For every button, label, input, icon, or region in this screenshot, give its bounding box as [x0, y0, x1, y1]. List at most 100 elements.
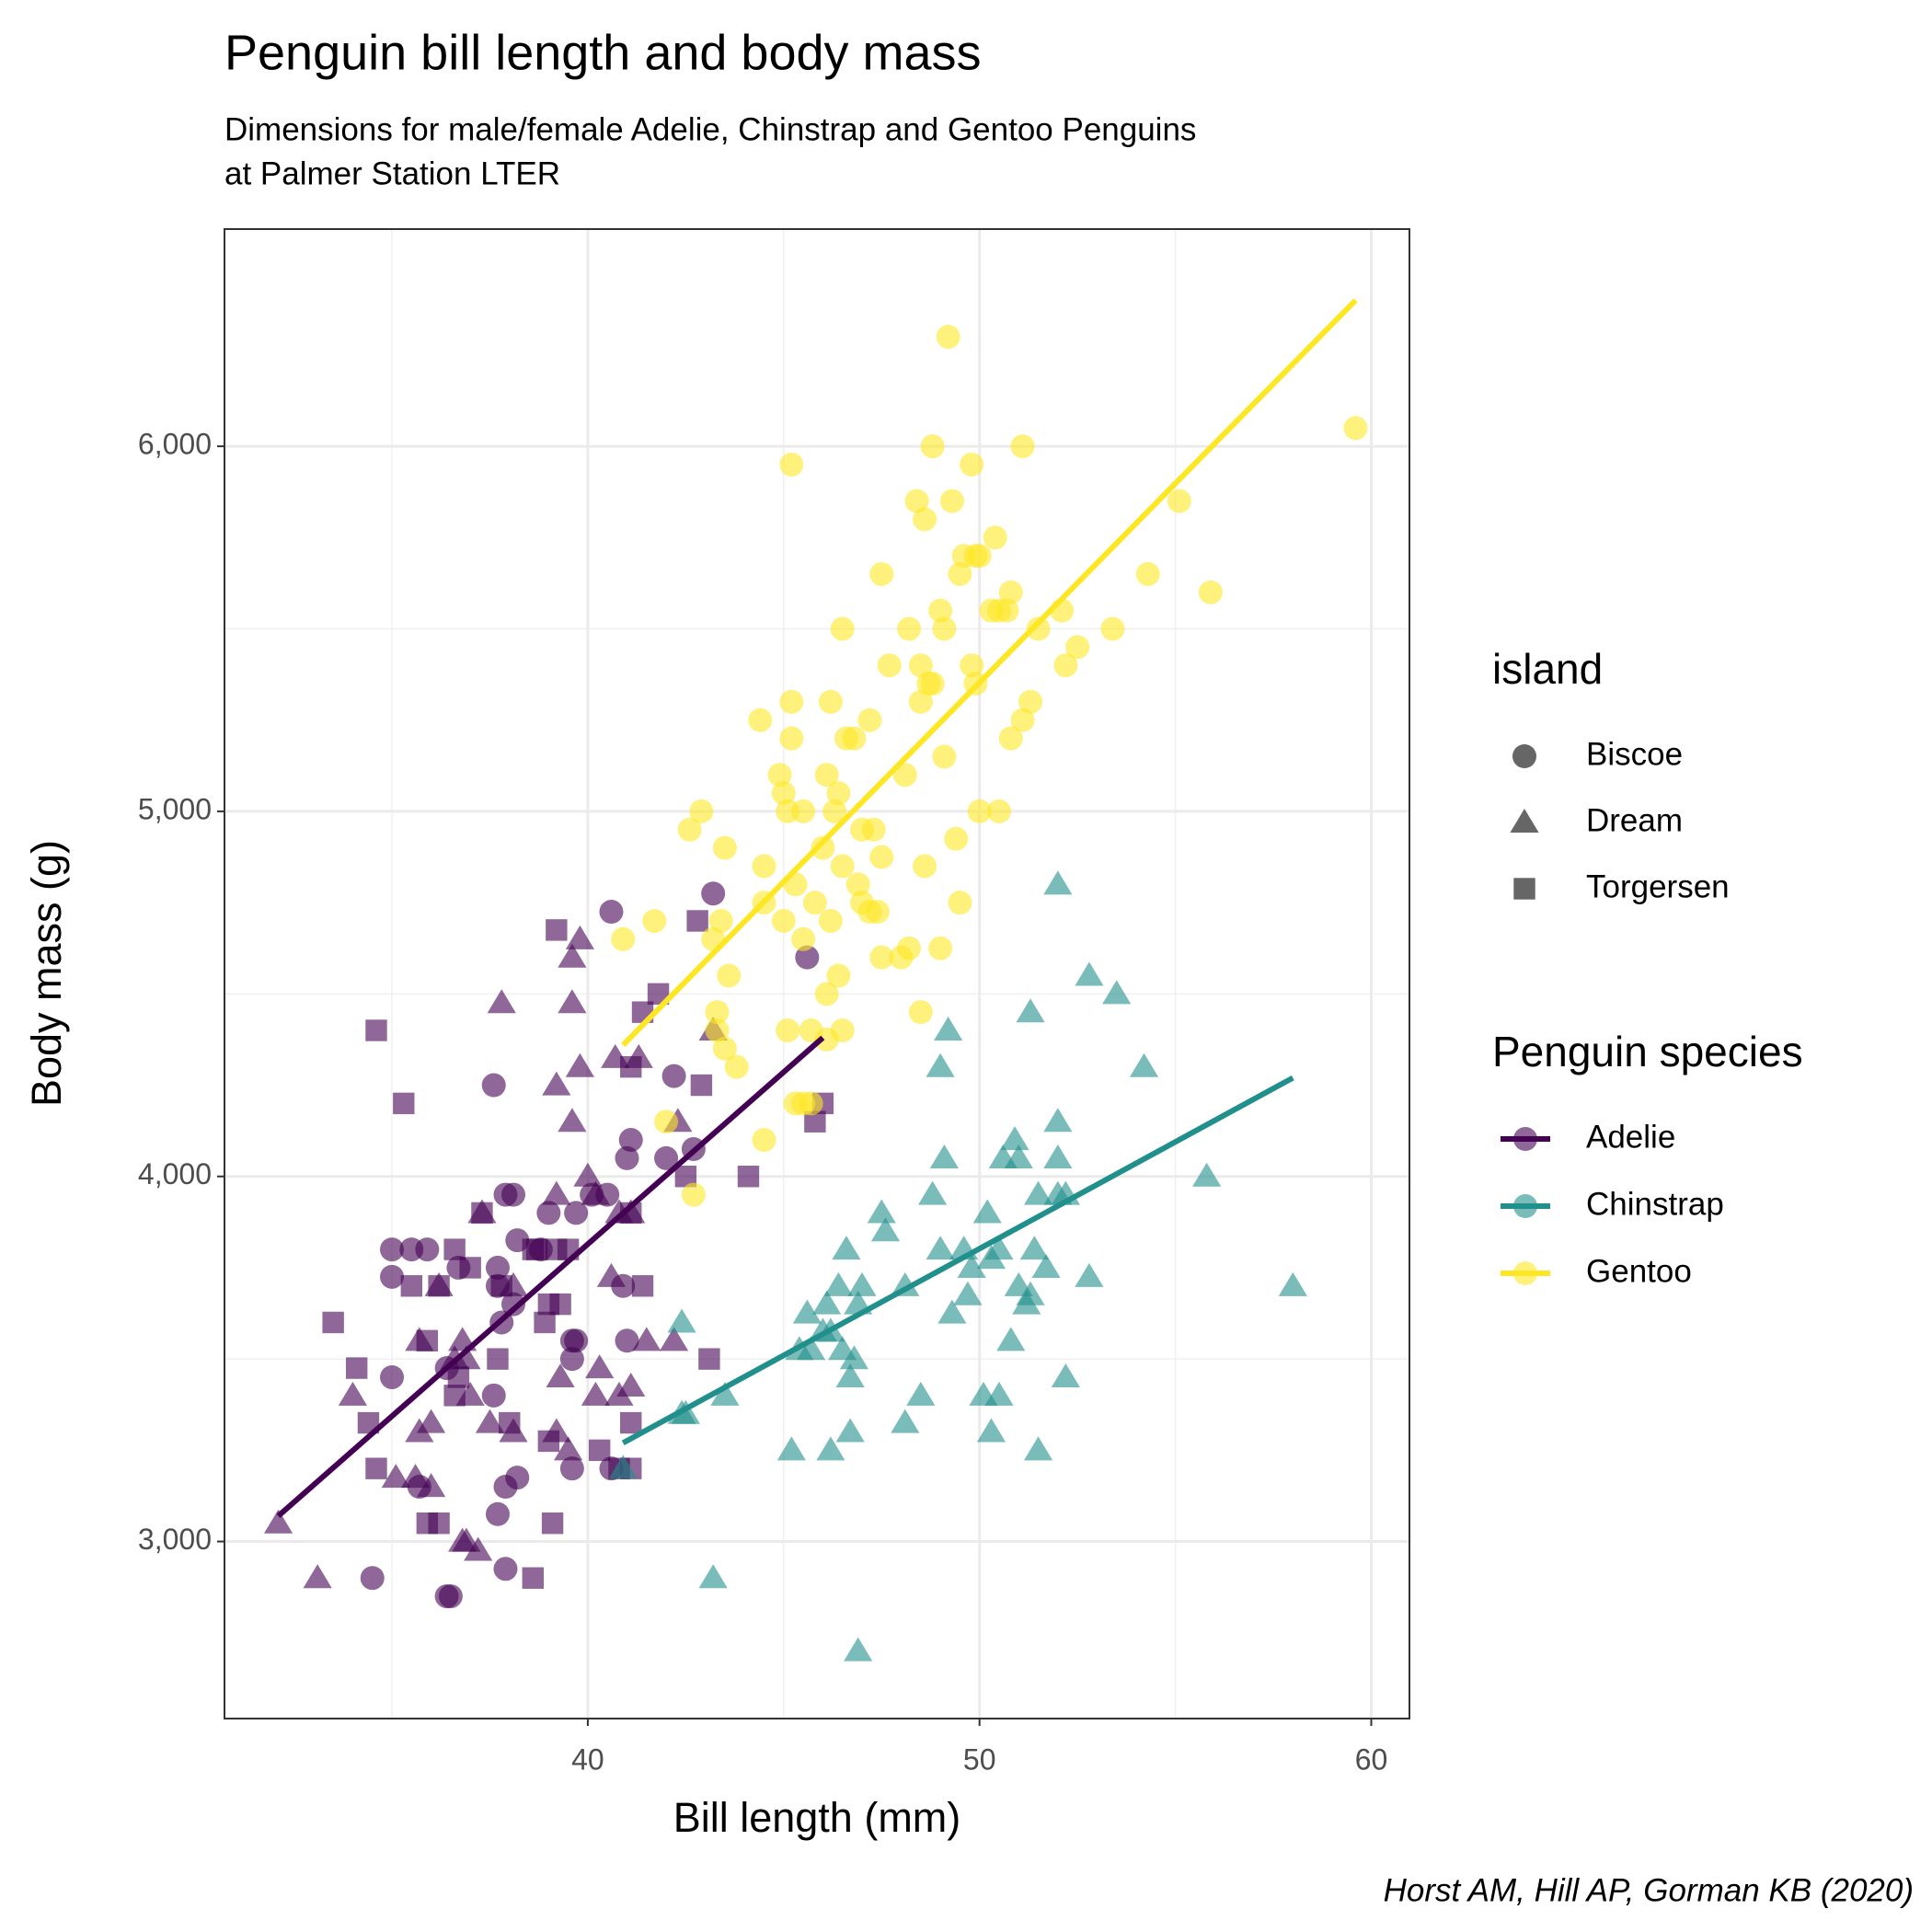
legend-label: Biscoe [1586, 736, 1683, 772]
point [717, 963, 742, 988]
point [771, 908, 796, 933]
point [365, 1019, 387, 1041]
point [926, 1052, 955, 1077]
point [779, 452, 804, 477]
point [816, 1436, 845, 1461]
point [926, 1236, 955, 1260]
point [712, 1036, 737, 1061]
point [338, 1381, 368, 1406]
legend-symbol [1513, 1261, 1537, 1285]
point [857, 707, 882, 732]
chart-subtitle: Dimensions for male/female Adelie, Chins… [224, 111, 1196, 147]
point [791, 926, 816, 951]
point [654, 1145, 679, 1170]
point [493, 1475, 518, 1500]
point [867, 1199, 896, 1224]
point [667, 1308, 696, 1333]
point [897, 616, 922, 641]
point [443, 1238, 466, 1260]
point [393, 1092, 415, 1115]
point [487, 1348, 509, 1370]
point [1016, 998, 1045, 1023]
point [920, 434, 945, 459]
point [1010, 707, 1035, 732]
point [493, 1557, 518, 1581]
point [1031, 1253, 1061, 1278]
point [929, 1144, 959, 1168]
point [967, 799, 992, 823]
y-axis-title: Body mass (g) [23, 840, 70, 1107]
y-tick-label: 4,000 [138, 1157, 212, 1190]
point [814, 763, 839, 788]
point [542, 1180, 571, 1205]
point [585, 1354, 615, 1379]
point [877, 653, 902, 678]
point [1343, 416, 1368, 441]
point [865, 900, 890, 925]
point [814, 1027, 839, 1052]
point [928, 936, 953, 960]
point [976, 1245, 1006, 1270]
point [608, 1455, 638, 1479]
point [826, 963, 851, 988]
point [791, 799, 816, 823]
point [814, 982, 839, 1006]
x-tick-label: 40 [571, 1742, 604, 1776]
point [416, 1329, 439, 1351]
legend-title: island [1492, 645, 1603, 693]
point [381, 1464, 410, 1489]
point [698, 1564, 728, 1589]
point [554, 1436, 583, 1461]
point [618, 1128, 643, 1153]
point [1053, 653, 1078, 678]
point [983, 525, 1007, 550]
point [771, 781, 796, 806]
legend-label: Chinstrap [1586, 1186, 1724, 1222]
point [475, 1409, 505, 1433]
point [303, 1564, 332, 1589]
point [558, 989, 587, 1014]
point [802, 891, 827, 915]
x-tick-label: 60 [1355, 1742, 1388, 1776]
point [434, 1584, 459, 1609]
point [960, 452, 984, 477]
point [823, 1271, 854, 1296]
point [1019, 1236, 1049, 1260]
point [795, 945, 820, 970]
point [452, 1527, 481, 1552]
point [792, 1299, 822, 1324]
point [490, 1275, 512, 1297]
legend-symbol [1513, 1194, 1537, 1218]
point [776, 1436, 806, 1461]
point [1010, 434, 1035, 459]
point [712, 835, 737, 860]
point [1043, 1108, 1073, 1133]
point [826, 781, 851, 806]
point [724, 1054, 749, 1079]
point [939, 489, 964, 513]
point [581, 1180, 611, 1205]
point [1043, 1144, 1073, 1168]
point [541, 1512, 564, 1535]
point [928, 598, 953, 623]
point [546, 919, 568, 941]
point [918, 1180, 948, 1205]
point [642, 908, 667, 933]
point [835, 1418, 865, 1443]
legend-label: Gentoo [1586, 1253, 1692, 1289]
point [932, 616, 957, 641]
point [818, 689, 843, 714]
trend-line [621, 298, 1358, 1047]
point [380, 1237, 405, 1262]
point [417, 1473, 446, 1498]
point [537, 1430, 560, 1453]
point [908, 653, 933, 678]
point [534, 1311, 556, 1334]
legend-title: Penguin species [1492, 1028, 1803, 1075]
point [499, 1411, 521, 1434]
point [937, 1299, 967, 1324]
point [654, 1110, 679, 1134]
x-axis-title: Bill length (mm) [673, 1794, 961, 1841]
point [599, 900, 624, 925]
point [428, 1512, 450, 1535]
